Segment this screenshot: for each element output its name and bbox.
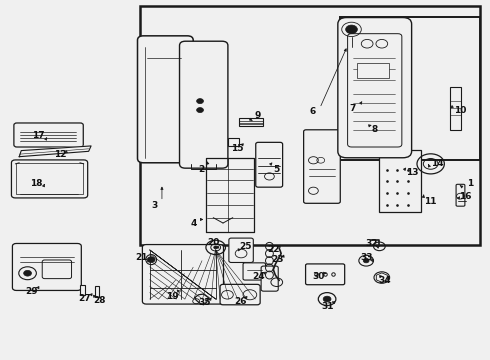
Bar	[239, 118, 263, 126]
Text: 29: 29	[25, 287, 38, 296]
FancyBboxPatch shape	[306, 264, 344, 285]
Text: 16: 16	[459, 192, 471, 201]
Text: 4: 4	[191, 219, 197, 228]
FancyBboxPatch shape	[14, 123, 83, 147]
Text: 32: 32	[366, 239, 378, 248]
FancyBboxPatch shape	[304, 130, 340, 203]
Bar	[95, 286, 99, 297]
FancyBboxPatch shape	[220, 284, 260, 305]
Text: 2: 2	[198, 165, 204, 174]
Bar	[357, 63, 389, 78]
Circle shape	[214, 246, 218, 249]
Text: 20: 20	[207, 238, 220, 247]
Text: 18: 18	[29, 179, 42, 188]
FancyBboxPatch shape	[243, 263, 266, 280]
Text: 25: 25	[239, 242, 251, 251]
FancyBboxPatch shape	[42, 260, 72, 279]
Text: 33: 33	[360, 253, 372, 262]
FancyBboxPatch shape	[338, 18, 412, 158]
Bar	[379, 149, 421, 212]
FancyBboxPatch shape	[256, 142, 283, 187]
Text: 27: 27	[78, 294, 91, 303]
FancyBboxPatch shape	[456, 184, 465, 206]
Text: 1: 1	[466, 179, 473, 188]
Text: 34: 34	[378, 276, 391, 285]
Circle shape	[196, 108, 203, 113]
Bar	[450, 87, 461, 130]
Text: 7: 7	[349, 104, 356, 113]
Circle shape	[147, 257, 155, 262]
Text: 9: 9	[254, 111, 260, 120]
Text: 17: 17	[32, 131, 45, 140]
Text: 11: 11	[424, 197, 437, 206]
Text: 15: 15	[231, 144, 244, 153]
Text: 14: 14	[431, 159, 443, 168]
Circle shape	[24, 270, 31, 276]
FancyBboxPatch shape	[11, 160, 88, 198]
Text: 28: 28	[93, 296, 106, 305]
FancyBboxPatch shape	[12, 243, 81, 291]
Text: 30: 30	[312, 272, 324, 281]
Text: 23: 23	[271, 255, 284, 264]
Text: 22: 22	[267, 246, 280, 255]
FancyBboxPatch shape	[138, 36, 193, 163]
Polygon shape	[19, 146, 91, 157]
Text: 12: 12	[54, 150, 67, 159]
Text: 31: 31	[322, 302, 334, 311]
Text: 5: 5	[273, 165, 280, 174]
Text: 35: 35	[198, 298, 211, 307]
Text: 21: 21	[135, 253, 147, 262]
Text: 24: 24	[252, 272, 265, 281]
Text: 3: 3	[151, 201, 158, 210]
FancyBboxPatch shape	[261, 266, 278, 291]
Circle shape	[363, 258, 369, 263]
Circle shape	[196, 99, 203, 104]
Text: 8: 8	[371, 125, 378, 134]
Text: 13: 13	[406, 168, 418, 177]
Text: 19: 19	[167, 292, 179, 301]
Bar	[140, 6, 480, 244]
Circle shape	[345, 25, 357, 34]
Bar	[228, 138, 239, 146]
Text: 10: 10	[454, 105, 466, 114]
Bar	[340, 17, 480, 160]
FancyBboxPatch shape	[179, 41, 228, 168]
FancyBboxPatch shape	[143, 244, 223, 304]
Bar	[80, 285, 85, 296]
Text: 6: 6	[309, 107, 316, 116]
FancyBboxPatch shape	[229, 238, 253, 262]
FancyBboxPatch shape	[347, 34, 402, 147]
Circle shape	[323, 296, 331, 302]
Bar	[16, 163, 83, 194]
Text: 26: 26	[234, 297, 246, 306]
